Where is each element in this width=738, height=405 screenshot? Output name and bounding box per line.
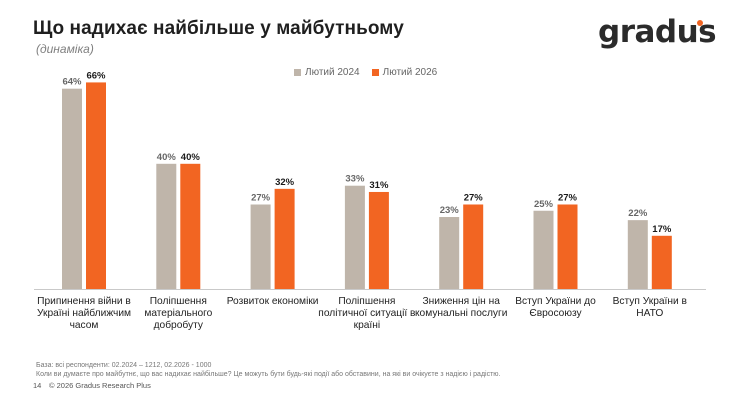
data-label-2024-cat-5: 25% [534, 199, 554, 210]
chart-baseline [34, 289, 706, 290]
bar-2024-cat-4 [439, 217, 460, 289]
category-label-war-end: Припинення війни в Україні найближчим ча… [36, 296, 132, 331]
data-label-2024-cat-3: 33% [345, 174, 365, 185]
data-label-2024-cat-2: 27% [251, 192, 271, 203]
category-label-utility-prices: Зниження цін на комунальні послуги [414, 296, 508, 319]
bar-chart: 64% 66% 40% 40% 27% 32% 33% 31% 23% 27% 25% 27% 22% 1… [62, 70, 672, 290]
legend-label-2024: Лютий 2024 [305, 67, 360, 78]
legend-item-2024: Лютий 2024 [294, 67, 360, 78]
chart-legend: Лютий 2024 Лютий 2026 [294, 67, 437, 78]
bar-2024-cat-0 [62, 88, 82, 290]
bar-2026-cat-0 [86, 82, 106, 289]
bar-2026-cat-2 [274, 188, 295, 289]
bar-2026-cat-4 [463, 204, 484, 289]
bar-2026-cat-3 [368, 191, 389, 289]
gradus-logo: gradus [598, 14, 717, 50]
page-title: Що надихає найбільше у майбутньому [33, 18, 404, 39]
data-label-2026-cat-2: 32% [275, 177, 295, 188]
page-subtitle: (динаміка) [36, 42, 94, 56]
data-label-2024-cat-4: 23% [440, 205, 460, 216]
data-label-2026-cat-5: 27% [558, 192, 578, 203]
bar-2026-cat-6 [651, 235, 672, 289]
bar-2024-cat-3 [344, 185, 365, 289]
logo-dot-icon [697, 20, 703, 26]
category-label-wellbeing: Поліпшення матеріального добробуту [144, 296, 213, 331]
footnote-base: База: всі респонденти: 02.2024 – 1212, 0… [36, 362, 212, 369]
legend-swatch-2024 [294, 69, 301, 76]
data-label-2026-cat-3: 31% [369, 180, 389, 191]
category-label-nato: Вступ України в НАТО [612, 296, 687, 319]
legend-label-2026: Лютий 2026 [382, 67, 438, 78]
bar-2026-cat-5 [557, 204, 578, 289]
data-label-2026-cat-6: 17% [652, 224, 672, 235]
data-label-2026-cat-4: 27% [464, 192, 484, 203]
bar-2024-cat-6 [627, 220, 648, 289]
copyright: © 2026 Gradus Research Plus [49, 381, 151, 390]
data-label-2026-cat-1: 40% [181, 152, 201, 163]
data-label-2024-cat-1: 40% [157, 152, 177, 163]
legend-swatch-2026 [371, 69, 379, 76]
bar-2026-cat-1 [180, 163, 201, 289]
data-label-2026-cat-0: 66% [86, 70, 106, 81]
category-label-politics: Поліпшення політичної ситуації в країні [318, 296, 416, 331]
category-label-eu: Вступ України до Євросоюзу [515, 296, 596, 319]
footnote-question: Коли ви думаєте про майбутнє, що вас над… [36, 371, 501, 378]
legend-item-2026: Лютий 2026 [371, 67, 438, 78]
data-label-2024-cat-6: 22% [628, 208, 648, 219]
bar-2024-cat-1 [156, 163, 177, 289]
bar-2024-cat-5 [533, 210, 554, 289]
data-label-2024-cat-0: 64% [62, 77, 82, 88]
page-number: 14 [33, 381, 42, 390]
bar-2024-cat-2 [250, 204, 271, 289]
category-label-economy: Розвиток економіки [226, 296, 319, 307]
